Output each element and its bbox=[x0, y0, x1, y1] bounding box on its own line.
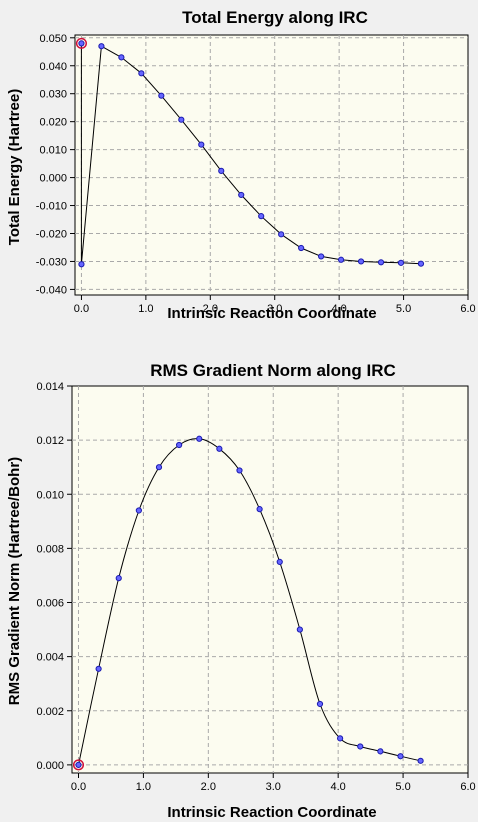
data-point[interactable] bbox=[377, 748, 384, 755]
data-point[interactable] bbox=[158, 92, 165, 99]
axis-ticks: 0.0 1.0 2.0 3.0 4.0 5.0 6.0 -0.040 -0.030 -0.020 -… bbox=[36, 33, 476, 315]
y-tick-label: 0.010 bbox=[36, 489, 64, 501]
y-tick-label: 0.030 bbox=[39, 89, 67, 101]
data-point[interactable] bbox=[135, 507, 142, 514]
data-point[interactable] bbox=[75, 761, 82, 768]
y-tick-label: 0.012 bbox=[36, 435, 64, 447]
data-point[interactable] bbox=[78, 261, 85, 268]
x-tick-label: 6.0 bbox=[460, 303, 475, 315]
data-point[interactable] bbox=[138, 70, 145, 77]
selected-point-marker bbox=[75, 37, 87, 49]
y-tick-label: 0.002 bbox=[36, 706, 64, 718]
data-point[interactable] bbox=[95, 665, 102, 672]
chart-title: Total Energy along IRC bbox=[182, 8, 368, 27]
x-axis-label: Intrinsic Reaction Coordinate bbox=[167, 804, 376, 821]
y-tick-label: -0.020 bbox=[36, 228, 67, 240]
y-tick-label: 0.010 bbox=[39, 145, 67, 157]
x-tick-label: 1.0 bbox=[136, 781, 151, 793]
x-tick-label: 4.0 bbox=[331, 781, 346, 793]
plot-area bbox=[74, 34, 469, 296]
data-point[interactable] bbox=[337, 256, 345, 263]
data-point[interactable] bbox=[377, 259, 385, 266]
y-tick-label: 0.004 bbox=[36, 652, 64, 664]
data-point[interactable] bbox=[397, 259, 405, 266]
grid-lines bbox=[75, 35, 468, 295]
x-tick-label: 4.0 bbox=[331, 303, 346, 315]
data-point[interactable] bbox=[98, 43, 105, 50]
x-tick-label: 6.0 bbox=[460, 781, 475, 793]
data-point[interactable] bbox=[258, 213, 265, 220]
chart-title: RMS Gradient Norm along IRC bbox=[150, 361, 396, 380]
x-tick-label: 3.0 bbox=[266, 781, 281, 793]
y-tick-label: 0.000 bbox=[36, 760, 64, 772]
data-point[interactable] bbox=[118, 54, 125, 61]
data-point[interactable] bbox=[236, 467, 243, 474]
data-point[interactable] bbox=[296, 626, 303, 633]
x-tick-label: 2.0 bbox=[203, 303, 218, 315]
y-tick-label: 0.006 bbox=[36, 598, 64, 610]
data-point[interactable] bbox=[417, 757, 424, 764]
data-point[interactable] bbox=[176, 441, 183, 449]
grid-lines bbox=[72, 386, 468, 773]
data-point[interactable] bbox=[278, 231, 285, 238]
series bbox=[72, 435, 424, 771]
plot-area bbox=[71, 385, 469, 774]
x-tick-label: 1.0 bbox=[138, 303, 153, 315]
x-tick-label: 5.0 bbox=[395, 781, 410, 793]
data-point[interactable] bbox=[256, 506, 263, 513]
y-tick-label: 0.008 bbox=[36, 543, 64, 555]
y-tick-label: -0.030 bbox=[36, 256, 67, 268]
data-point[interactable] bbox=[216, 445, 223, 452]
data-point[interactable] bbox=[155, 464, 163, 471]
data-point[interactable] bbox=[115, 575, 122, 582]
data-point[interactable] bbox=[238, 191, 245, 199]
y-axis-label: RMS Gradient Norm (Hartree/Bohr) bbox=[6, 457, 23, 705]
x-axis-label: Intrinsic Reaction Coordinate bbox=[167, 305, 376, 322]
data-point[interactable] bbox=[298, 244, 305, 252]
series bbox=[75, 37, 425, 268]
data-point[interactable] bbox=[337, 735, 344, 742]
data-point[interactable] bbox=[196, 435, 203, 442]
y-tick-label: 0.014 bbox=[36, 381, 64, 393]
data-point[interactable] bbox=[417, 260, 425, 267]
y-axis-label: Total Energy (Hartree) bbox=[6, 89, 23, 245]
y-tick-label: -0.010 bbox=[36, 201, 67, 213]
data-point[interactable] bbox=[198, 141, 205, 148]
y-tick-label: 0.050 bbox=[39, 33, 67, 45]
axis-ticks: 0.0 1.0 2.0 3.0 4.0 5.0 6.0 0.000 0.002 0.004 0.00… bbox=[36, 381, 475, 793]
y-tick-label: 0.020 bbox=[39, 117, 67, 129]
data-point[interactable] bbox=[276, 558, 283, 566]
data-point[interactable] bbox=[357, 743, 364, 750]
x-tick-label: 3.0 bbox=[267, 303, 282, 315]
data-point[interactable] bbox=[357, 258, 365, 265]
total-energy-chart: Total Energy along IRC 0.0 1.0 2.0 3.0 4.0 5.… bbox=[6, 8, 476, 322]
data-point[interactable] bbox=[78, 40, 85, 47]
data-point[interactable] bbox=[218, 167, 225, 174]
x-tick-label: 0.0 bbox=[74, 303, 89, 315]
data-point[interactable] bbox=[316, 700, 324, 708]
data-point[interactable] bbox=[397, 753, 404, 760]
y-tick-label: -0.040 bbox=[36, 284, 67, 296]
y-tick-label: 0.000 bbox=[39, 173, 67, 185]
selected-point-marker bbox=[72, 759, 85, 771]
y-tick-label: 0.040 bbox=[39, 61, 67, 73]
x-tick-label: 2.0 bbox=[201, 781, 216, 793]
rms-gradient-chart: RMS Gradient Norm along IRC 0.0 1.0 2.0 3.0… bbox=[6, 361, 476, 821]
data-point[interactable] bbox=[178, 116, 185, 123]
data-point[interactable] bbox=[318, 253, 325, 260]
x-tick-label: 5.0 bbox=[396, 303, 411, 315]
x-tick-label: 0.0 bbox=[71, 781, 86, 793]
